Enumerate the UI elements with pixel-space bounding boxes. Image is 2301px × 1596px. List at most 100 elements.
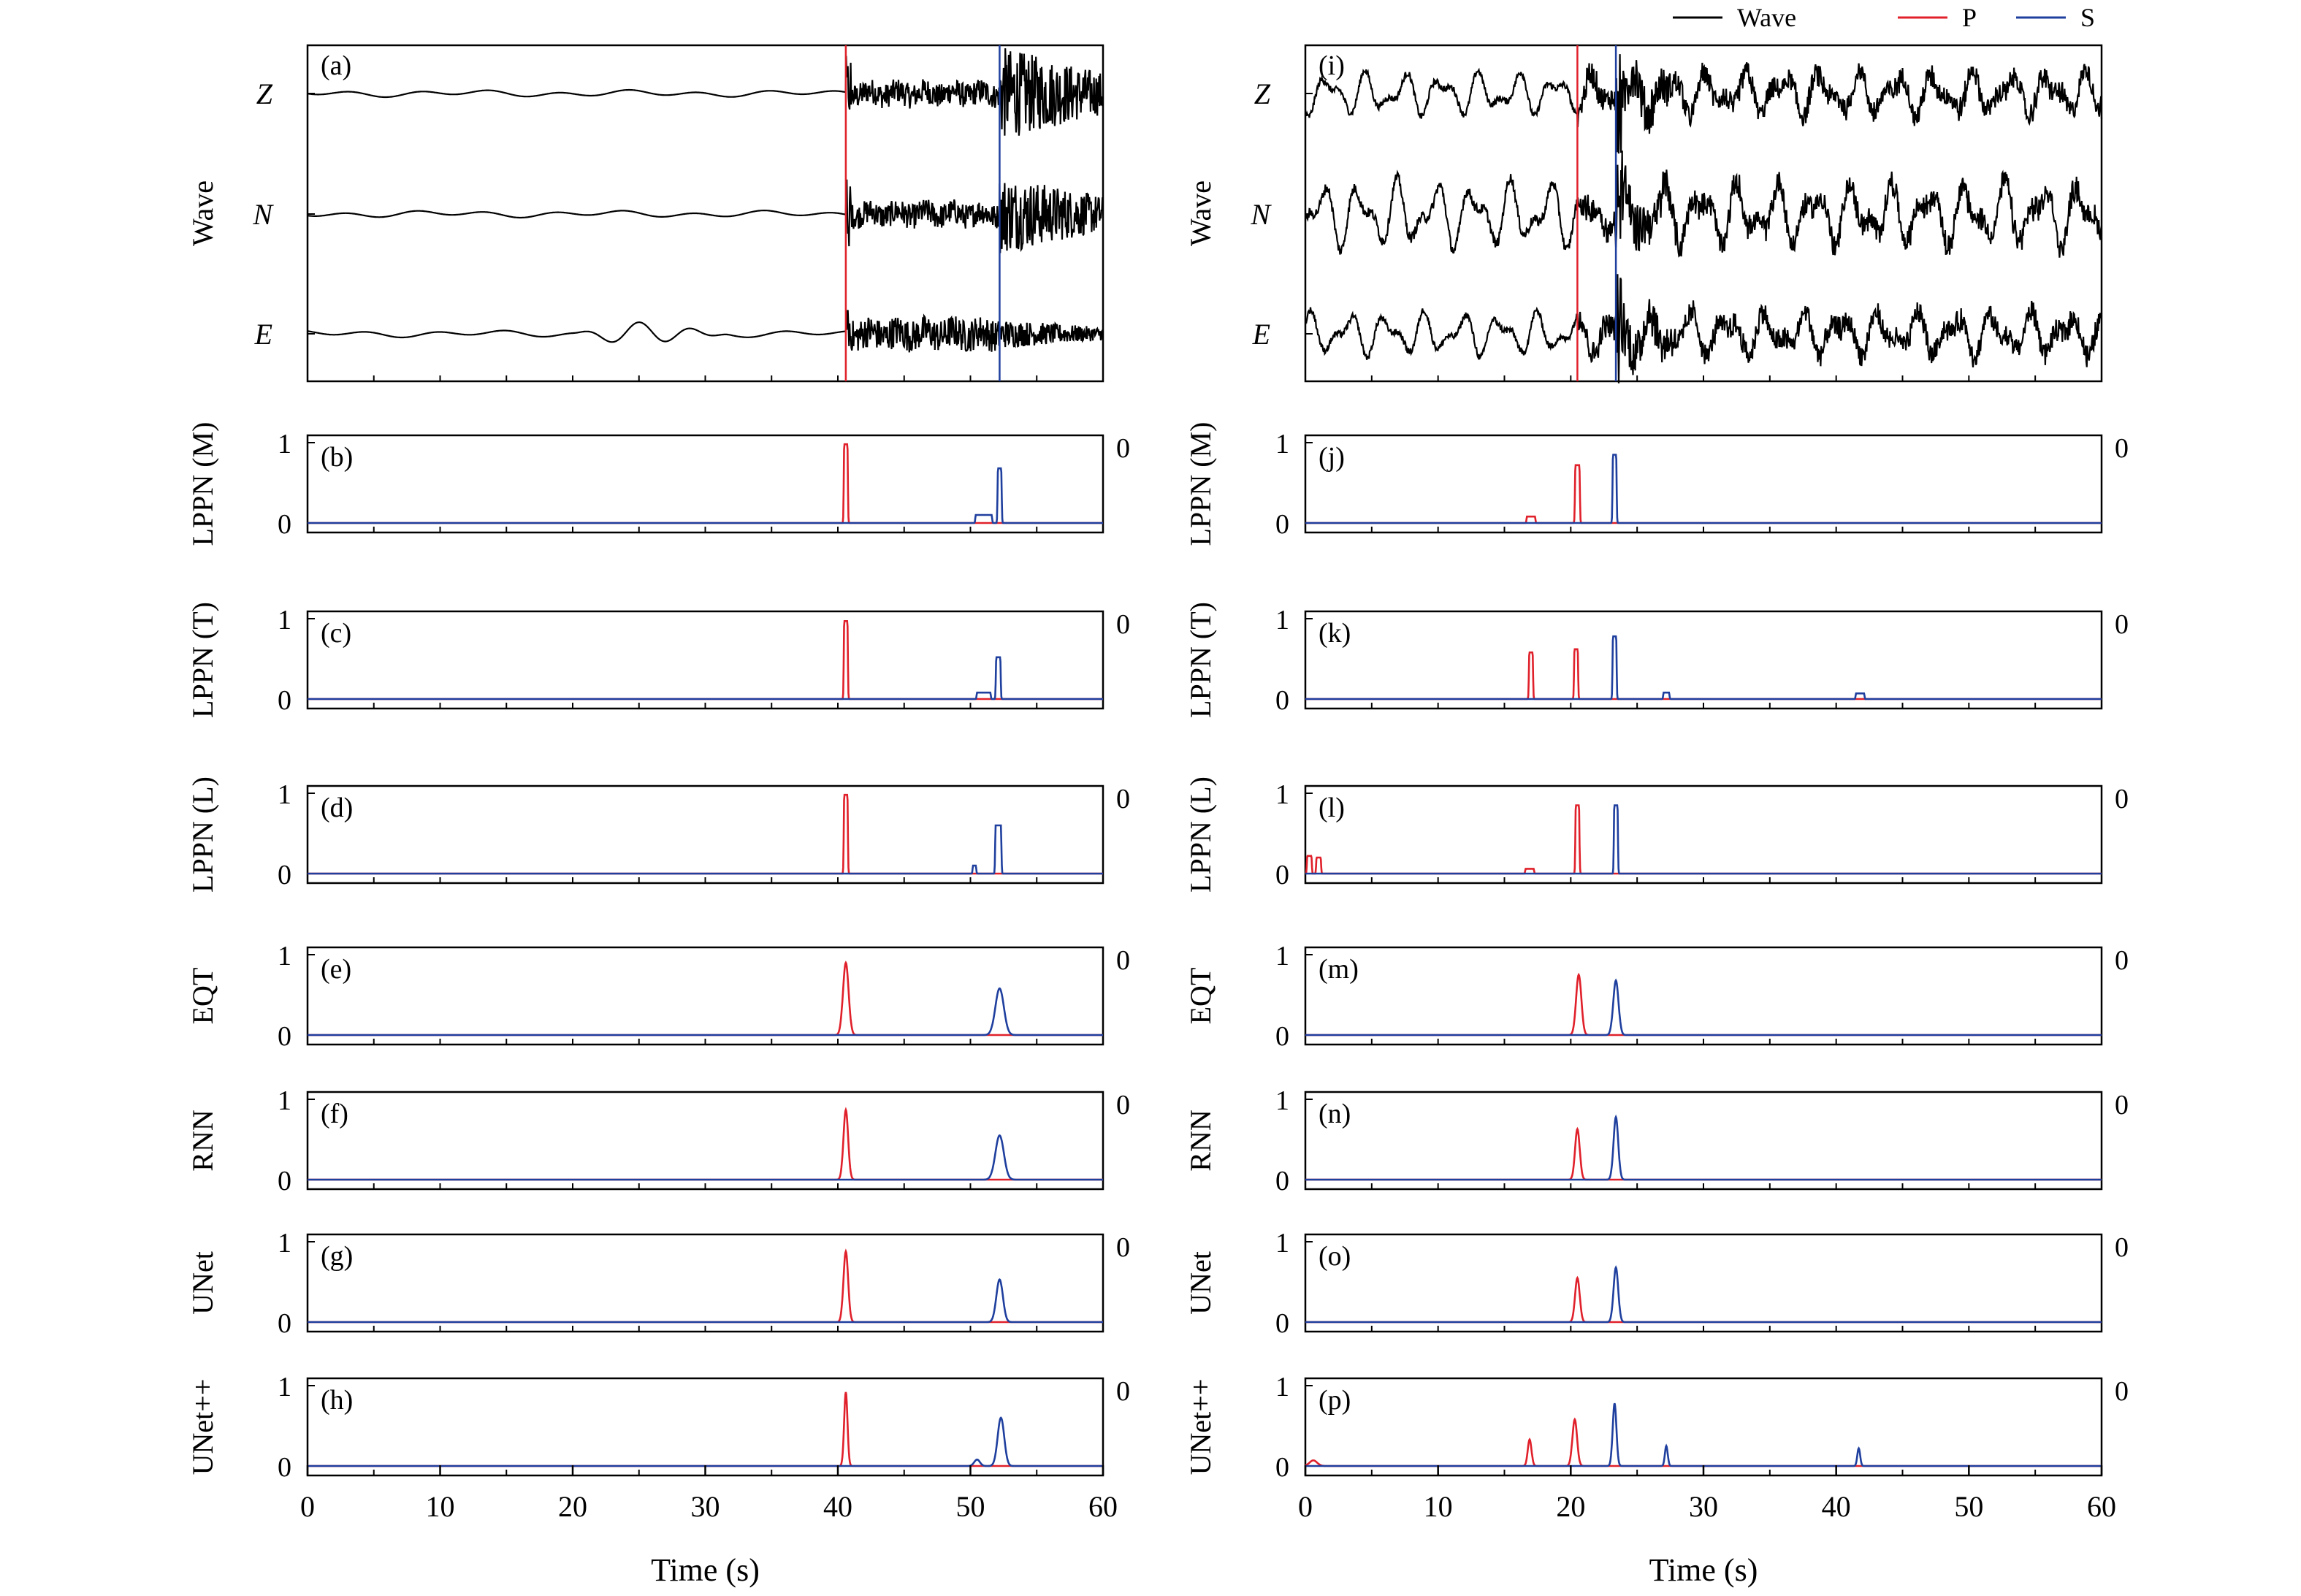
prob-panel-unet++: (h) UNet++ 1 0 0 (186, 1372, 1130, 1483)
y-right-tick-label: 0 (1116, 433, 1130, 464)
panel-frame (306, 784, 1104, 885)
panel-id: (m) (1319, 954, 1359, 985)
waveform-z (307, 48, 1104, 136)
y-tick-label-0: 0 (278, 685, 291, 716)
y-tick-label-1: 1 (1275, 429, 1289, 459)
model-ylabel: UNet (1184, 1251, 1217, 1315)
legend-label: S (2080, 3, 2095, 32)
p-probability-curve (308, 793, 1103, 875)
x-tick-label: 60 (1088, 1490, 1118, 1523)
x-tick-label: 50 (1954, 1490, 1983, 1523)
y-tick-label-0: 0 (1275, 1452, 1289, 1483)
legend-label: P (1962, 3, 1977, 32)
y-tick-label-0: 0 (1275, 1021, 1289, 1052)
s-probability-curve (308, 1134, 1103, 1181)
channel-label-e: E (1252, 318, 1270, 351)
y-tick-label-1: 1 (278, 1085, 291, 1116)
panel-id: (i) (1319, 50, 1345, 81)
x-tick-label: 40 (823, 1490, 852, 1523)
prob-panel-lppn-m-: (j) LPPN (M) 1 0 0 (1184, 421, 2129, 546)
panel-frame (1304, 1377, 2103, 1477)
p-probability-curve (1305, 804, 2102, 875)
model-ylabel: UNet++ (1184, 1379, 1217, 1475)
y-tick-label-0: 0 (278, 1166, 291, 1196)
y-tick-label-0: 0 (278, 1452, 291, 1483)
y-tick-label-1: 1 (1275, 941, 1289, 971)
s-probability-curve (308, 656, 1103, 700)
channel-label-n: N (1250, 198, 1272, 231)
prob-panel-unet: (o) UNet 1 0 0 (1184, 1228, 2129, 1339)
y-tick-label-0: 0 (278, 1308, 291, 1339)
waveform-n (1304, 150, 2103, 258)
panel-frame (306, 1377, 1104, 1477)
x-axis-left: 0 10 20 30 40 50 60 Time (s) (300, 1465, 1118, 1588)
panel-frame (306, 610, 1104, 710)
panel-id: (p) (1319, 1385, 1351, 1416)
y-tick-label-1: 1 (1275, 1228, 1289, 1259)
s-probability-curve (1305, 1402, 2102, 1467)
s-probability-curve (1305, 1114, 2102, 1181)
x-tick-label: 10 (426, 1490, 455, 1523)
panel-frame (1304, 1233, 2103, 1333)
prob-panel-lppn-l-: (l) LPPN (L) 1 0 0 (1184, 776, 2129, 893)
legend-item-s: S (2016, 3, 2095, 32)
s-probability-curve (1305, 454, 2102, 524)
prob-panel-lppn-t-: (k) LPPN (T) 1 0 0 (1184, 602, 2129, 718)
prob-panel-rnn: (f) RNN 1 0 0 (186, 1085, 1130, 1196)
s-probability-curve (308, 1278, 1103, 1324)
waveform-z (1304, 54, 2103, 154)
p-probability-curve (308, 961, 1103, 1036)
panel-frame (1304, 434, 2103, 534)
model-ylabel: EQT (186, 968, 219, 1025)
y-tick-label-0: 0 (1275, 1166, 1289, 1196)
p-probability-curve (308, 1107, 1103, 1181)
p-probability-curve (1305, 648, 2102, 700)
x-tick-label: 20 (558, 1490, 587, 1523)
prob-panel-eqt: (m) EQT 1 0 0 (1184, 941, 2129, 1052)
y-tick-label-1: 1 (278, 779, 291, 810)
prob-panel-lppn-l-: (d) LPPN (L) 1 0 0 (186, 776, 1130, 893)
panel-id: (d) (321, 793, 353, 823)
y-tick-label-0: 0 (1275, 860, 1289, 890)
panel-id: (k) (1319, 618, 1351, 649)
p-probability-curve (1305, 972, 2102, 1036)
p-probability-curve (1305, 1126, 2102, 1181)
panel-id: (e) (321, 954, 351, 985)
y-tick-label-1: 1 (1275, 1372, 1289, 1402)
model-ylabel: UNet (186, 1251, 219, 1315)
panel-frame (1304, 610, 2103, 710)
p-probability-curve (308, 443, 1103, 524)
wave-ylabel: Wave (186, 180, 219, 246)
x-tick-label: 0 (1298, 1490, 1313, 1523)
y-tick-label-1: 1 (278, 1228, 291, 1259)
model-ylabel: LPPN (L) (1184, 776, 1217, 893)
y-tick-label-1: 1 (1275, 605, 1289, 635)
y-tick-label-0: 0 (278, 860, 291, 890)
s-probability-curve (308, 467, 1103, 524)
y-tick-label-0: 0 (1275, 1308, 1289, 1339)
prob-panel-unet: (g) UNet 1 0 0 (186, 1228, 1130, 1339)
channel-label-e: E (254, 318, 272, 351)
x-tick-label: 60 (2087, 1490, 2116, 1523)
y-right-tick-label: 0 (1116, 1376, 1130, 1407)
wave-ylabel: Wave (1184, 180, 1217, 246)
panel-id: (a) (321, 50, 351, 81)
x-axis-label: Time (s) (651, 1552, 760, 1588)
prob-panel-lppn-t-: (c) LPPN (T) 1 0 0 (186, 602, 1130, 718)
y-right-tick-label: 0 (2115, 1376, 2129, 1407)
y-tick-label-1: 1 (278, 605, 291, 635)
legend-item-wave: Wave (1673, 3, 1796, 32)
prob-panel-rnn: (n) RNN 1 0 0 (1184, 1085, 2129, 1196)
panel-frame (1304, 1091, 2103, 1191)
y-tick-label-0: 0 (278, 509, 291, 540)
s-probability-curve (1305, 1265, 2102, 1324)
model-ylabel: RNN (186, 1110, 219, 1171)
y-tick-label-1: 1 (278, 1372, 291, 1402)
x-axes: 0 10 20 30 40 50 60 Time (s) 0 10 20 30 40 50 60 Time (… (300, 1465, 2116, 1588)
y-tick-label-0: 0 (1275, 685, 1289, 716)
y-tick-label-1: 1 (1275, 779, 1289, 810)
s-probability-curve (1305, 804, 2102, 875)
s-probability-curve (308, 987, 1103, 1036)
panel-frame (306, 1091, 1104, 1191)
